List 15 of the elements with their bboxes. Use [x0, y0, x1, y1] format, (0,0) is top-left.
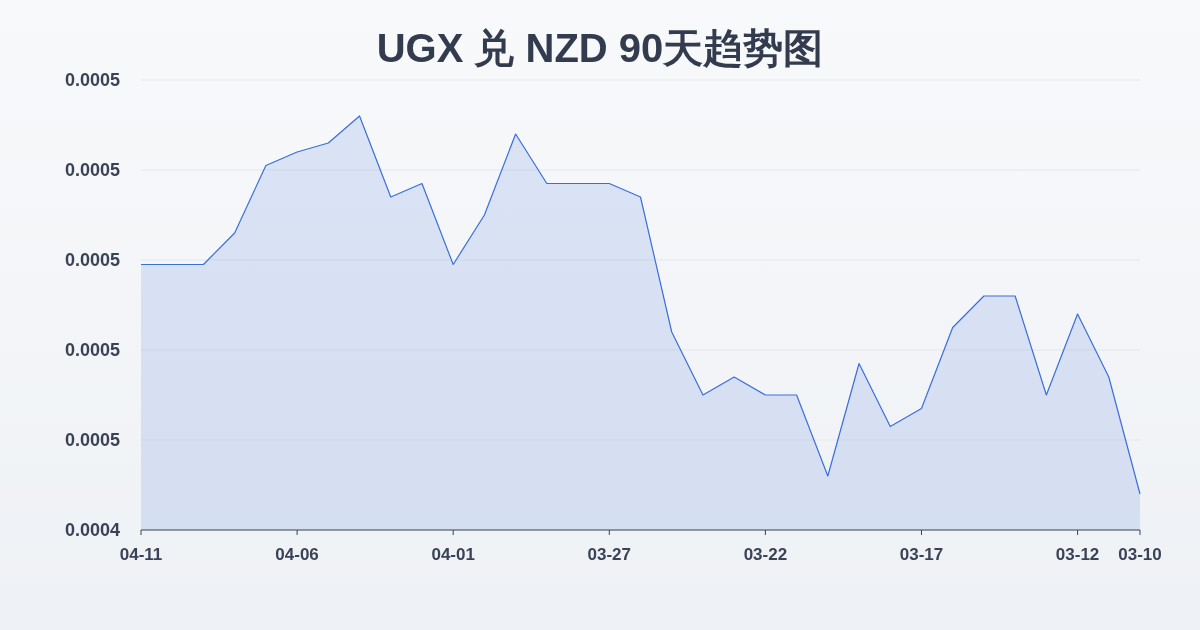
y-tick-label: 0.0005 [64, 340, 120, 360]
x-tick-label: 03-27 [587, 545, 632, 564]
y-tick-label: 0.0005 [64, 160, 120, 180]
x-tick-label: 03-12 [1055, 545, 1100, 564]
x-tick-label: 03-17 [899, 545, 944, 564]
x-tick-label: 03-22 [743, 545, 788, 564]
x-tick-label: 04-01 [431, 545, 475, 564]
y-tick-label: 0.0005 [64, 250, 120, 270]
x-tick-label: 04-11 [119, 545, 163, 564]
chart-title: UGX 兑 NZD 90天趋势图 [376, 26, 824, 70]
x-tick-label: 03-10 [1118, 545, 1162, 564]
y-tick-label: 0.0005 [64, 70, 120, 90]
x-tick-label: 04-06 [275, 545, 319, 564]
y-tick-label: 0.0005 [64, 430, 120, 450]
y-tick-label: 0.0004 [64, 520, 120, 540]
